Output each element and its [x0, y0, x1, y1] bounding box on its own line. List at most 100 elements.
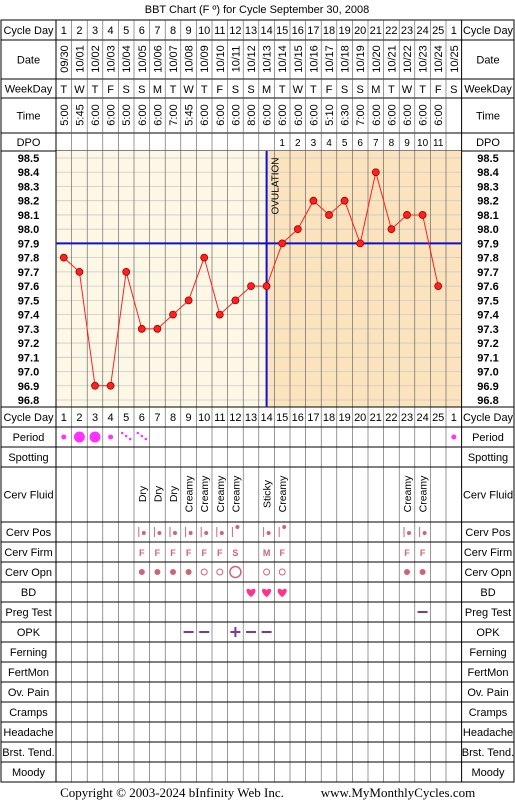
- cycle-day-number: 15: [276, 412, 288, 424]
- cycle-day-number: 7: [154, 25, 160, 37]
- dpo-number: 3: [311, 138, 317, 149]
- cycle-day-number: 1: [61, 25, 67, 37]
- dpo-number: 11: [433, 138, 444, 149]
- weekday-label: T: [60, 84, 67, 96]
- y-tick-label-left: 96.9: [18, 381, 39, 393]
- cerv-opn-marker: [404, 569, 410, 575]
- row-label-left: FertMon: [8, 667, 49, 679]
- y-tick-label-left: 97.4: [18, 310, 40, 322]
- temperature-point-day-10: [200, 253, 209, 262]
- date-label: 10/23: [418, 45, 430, 73]
- cycle-day-number: 4: [108, 412, 114, 424]
- time-label: 6:00: [137, 104, 149, 125]
- temperature-point-day-24: [418, 211, 427, 219]
- date-label: 10/11: [230, 46, 242, 73]
- cycle-day-number: 10: [198, 412, 210, 424]
- cerv-opn-marker: [200, 568, 208, 576]
- y-tick-label-right: 97.4: [477, 310, 499, 322]
- cycle-day-number: 23: [401, 412, 413, 424]
- weekday-label: F: [216, 84, 223, 96]
- site-url: www.MyMonthlyCycles.com: [321, 785, 475, 800]
- row-label-right: Brst. Tend.: [462, 747, 514, 759]
- time-label: 6:00: [386, 104, 398, 125]
- cerv-pos-marker: [204, 531, 209, 535]
- date-label: 10/24: [433, 45, 445, 73]
- cycle-day-number: 1: [451, 412, 457, 424]
- weekday-label: M: [262, 84, 271, 96]
- cerv-pos-marker: [407, 531, 411, 535]
- cycle-day-number: 12: [229, 412, 241, 424]
- cerv-firm-entry: F: [155, 548, 161, 558]
- date-label: 10/01: [74, 45, 86, 73]
- row-label-right: WeekDay: [464, 84, 512, 96]
- cerv-opn-marker: [154, 569, 161, 575]
- temperature-point-day-25: [434, 282, 443, 291]
- cycle-day-number: 18: [323, 25, 335, 37]
- weekday-label: S: [138, 84, 145, 96]
- row-label-left: Ov. Pain: [8, 687, 49, 699]
- cycle-day-number: 17: [307, 412, 319, 424]
- temperature-point-day-22: [387, 225, 396, 234]
- row-label-left: Cerv Pos: [6, 527, 52, 539]
- copyright-text: Copyright © 2003-2024 bInfinity Web Inc.: [60, 785, 284, 800]
- cerv-firm-entry: S: [232, 548, 238, 558]
- row-label-right: Preg Test: [465, 607, 511, 619]
- cycle-day-number: 8: [170, 25, 176, 37]
- period-spot-marker: [128, 437, 132, 441]
- y-tick-label-left: 98.3: [18, 181, 39, 193]
- dpo-number: 5: [342, 138, 348, 149]
- cerv-firm-entry: F: [217, 548, 223, 558]
- y-tick-label-left: 97.5: [18, 295, 39, 307]
- date-label: 10/02: [90, 45, 102, 73]
- temperature-point-day-21: [371, 168, 380, 177]
- row-label-left: Preg Test: [5, 607, 51, 619]
- cerv-pos-marker: [157, 531, 162, 535]
- temperature-point-day-13: [247, 282, 255, 291]
- weekday-label: M: [371, 84, 380, 96]
- row-label-right: Headache: [463, 727, 513, 739]
- cycle-day-number: 2: [76, 25, 82, 37]
- time-label: 5:10: [324, 104, 336, 125]
- row-label-right: Spotting: [468, 452, 508, 464]
- cerv-fluid-entry: Dry: [152, 485, 164, 502]
- period-spot-marker: [136, 431, 140, 435]
- period-marker: [89, 431, 101, 443]
- row-label-right: Moody: [471, 767, 505, 779]
- date-label: 10/07: [168, 45, 180, 73]
- row-label-left: Period: [13, 432, 45, 444]
- y-tick-label-left: 97.0: [18, 367, 39, 379]
- y-tick-label-right: 97.9: [477, 238, 498, 250]
- cycle-day-number: 21: [370, 25, 382, 37]
- temperature-point-day-16: [293, 225, 302, 234]
- row-label-left: OPK: [17, 627, 41, 639]
- date-label: 10/18: [340, 45, 352, 73]
- temperature-point-day-8: [169, 310, 177, 319]
- weekday-label: F: [435, 84, 442, 96]
- row-label-left: Moody: [12, 767, 46, 779]
- temperature-point-day-14: [262, 282, 271, 291]
- row-label-left: WeekDay: [5, 84, 53, 96]
- cycle-day-number: 10: [198, 25, 210, 37]
- y-tick-label-left: 97.8: [18, 253, 39, 265]
- cycle-day-number: 4: [108, 25, 114, 37]
- time-label: 5:45: [74, 104, 86, 125]
- y-tick-label-left: 98.0: [18, 224, 39, 236]
- time-label: 6:00: [215, 104, 227, 125]
- temperature-point-day-12: [231, 296, 240, 305]
- cerv-fluid-entry: Creamy: [184, 475, 196, 513]
- time-label: 5:00: [59, 104, 71, 125]
- cerv-fluid-entry: Dry: [168, 485, 180, 502]
- y-tick-label-right: 97.7: [477, 267, 498, 279]
- weekday-label: T: [388, 84, 395, 96]
- time-label: 6:00: [308, 104, 320, 125]
- cycle-day-number: 24: [416, 25, 428, 37]
- cerv-fluid-entry: Dry: [137, 485, 149, 502]
- time-label: 6:00: [152, 104, 164, 125]
- date-label: 10/12: [246, 45, 258, 73]
- cerv-fluid-entry: Creamy: [230, 475, 242, 513]
- temperature-point-day-6: [137, 324, 146, 333]
- cycle-day-number: 19: [338, 25, 350, 37]
- cycle-day-number: 1: [61, 412, 67, 424]
- cerv-fluid-entry: Creamy: [418, 475, 430, 513]
